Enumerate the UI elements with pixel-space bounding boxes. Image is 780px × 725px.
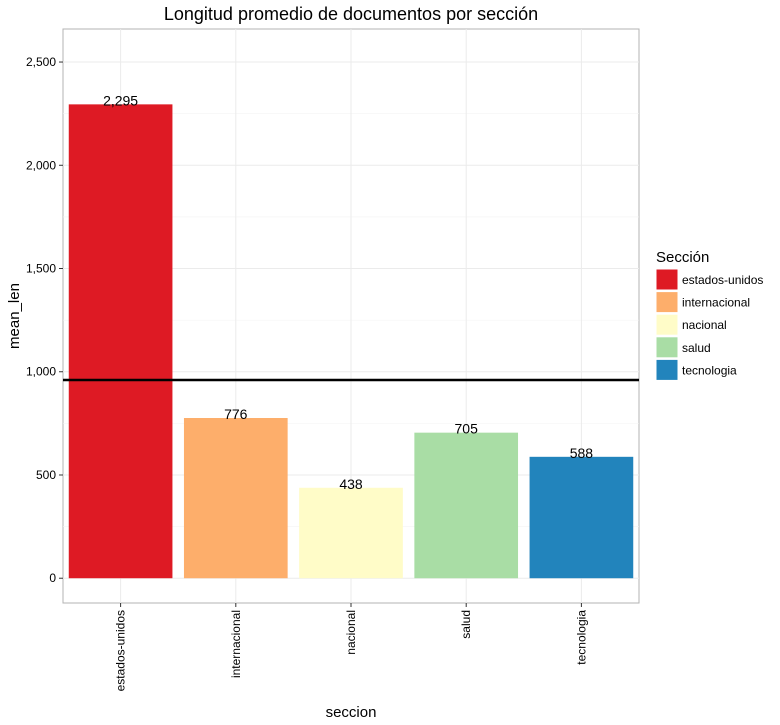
y-tick-label: 1,500 [26,262,56,276]
bar-tecnologia [529,456,634,579]
data-label-nacional: 438 [339,476,363,492]
legend-swatch-tecnologia [655,358,679,381]
chart-title: Longitud promedio de documentos por secc… [164,4,538,24]
x-tick-label: estados-unidos [114,610,128,691]
x-tick-label: nacional [344,610,358,655]
x-axis: estados-unidos internacional nacional salud… [114,603,588,691]
legend-label-estados-unidos: estados-unidos [682,273,763,287]
legend-label-salud: salud [682,341,711,355]
bar-nacional [299,487,403,579]
y-axis-label: mean_len [6,283,23,349]
y-tick-label: 0 [49,571,56,585]
data-label-estados-unidos: 2,295 [103,92,138,108]
bar-internacional [183,417,288,579]
x-tick-label: internacional [229,610,243,678]
data-label-salud: 705 [455,421,479,437]
bars: 2,295 776 438 705 588 [68,92,634,579]
legend-label-tecnologia: tecnologia [682,363,737,377]
legend-swatch-estados-unidos [655,268,679,291]
legend: Sección estados-unidos internacional nacio… [655,249,763,381]
y-tick-label: 500 [36,468,56,482]
legend-swatch-nacional [655,313,679,336]
legend-label-nacional: nacional [682,318,727,332]
bar-estados-unidos [68,104,173,579]
legend-swatch-salud [655,336,679,359]
legend-title: Sección [656,249,709,266]
legend-label-internacional: internacional [682,296,750,310]
x-tick-label: salud [459,610,473,639]
y-tick-label: 2,500 [26,55,56,69]
x-axis-label: seccion [326,704,377,721]
data-label-internacional: 776 [224,406,248,422]
y-tick-label: 1,000 [26,365,56,379]
data-label-tecnologia: 588 [570,445,594,461]
y-axis: 0 500 1,000 1,500 2,000 2,500 [26,55,63,585]
y-tick-label: 2,000 [26,158,56,172]
legend-swatch-internacional [655,291,679,314]
bar-salud [414,432,519,579]
x-tick-label: tecnologia [574,610,588,665]
